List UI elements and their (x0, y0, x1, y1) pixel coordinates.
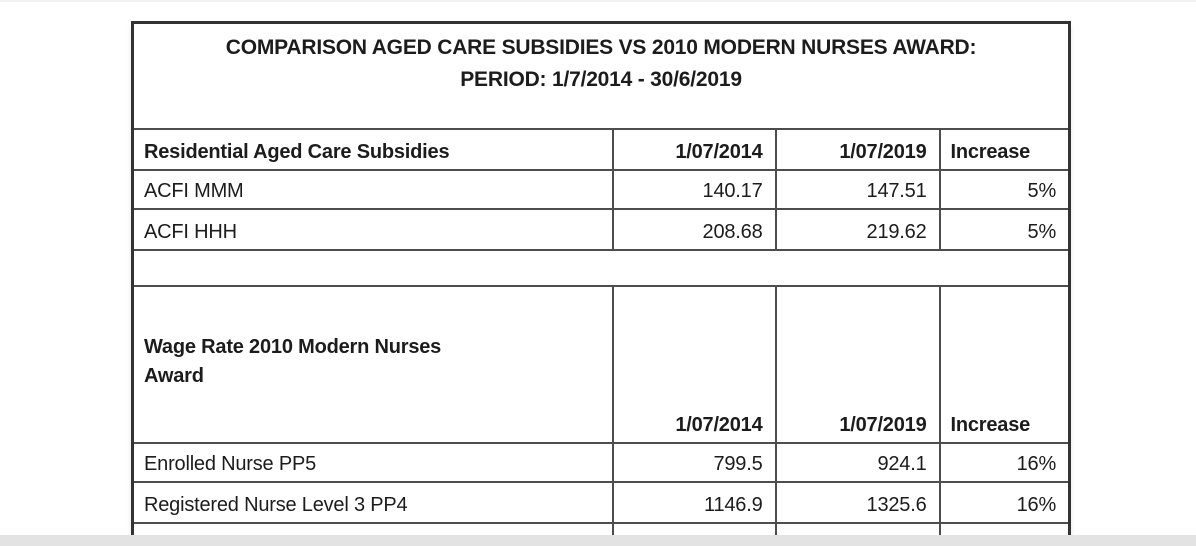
table-row-acfi-mmm: ACFI MMM 140.17 147.51 5% (131, 168, 1071, 210)
section2-header-2019: 1/07/2019 (774, 284, 941, 444)
table-row-registered-nurse-l3-pp4: Registered Nurse Level 3 PP4 1146.9 1325… (131, 480, 1071, 524)
row-increase: 16% (938, 480, 1071, 524)
row-label: ACFI MMM (131, 168, 614, 210)
row-label: Enrolled Nurse PP5 (131, 441, 614, 483)
section-spacer-cell (131, 248, 1071, 287)
section2-header-row: Wage Rate 2010 Modern Nurses Award 1/07/… (131, 284, 1071, 444)
row-increase: 16% (938, 441, 1071, 483)
section1-header-label: Residential Aged Care Subsidies (131, 127, 614, 171)
row-value-2014: 799.5 (611, 441, 777, 483)
table-title-line2: PERIOD: 1/7/2014 - 30/6/2019 (460, 67, 742, 91)
section2-header-increase: Increase (938, 284, 1071, 444)
comparison-table: COMPARISON AGED CARE SUBSIDIES VS 2010 M… (131, 21, 1072, 546)
section1-header-row: Residential Aged Care Subsidies 1/07/201… (131, 127, 1071, 171)
section1-header-increase: Increase (938, 127, 1071, 171)
row-value-2019: 924.1 (774, 441, 941, 483)
row-value-2014: 1146.9 (611, 480, 777, 524)
table-title-line1: COMPARISON AGED CARE SUBSIDIES VS 2010 M… (225, 36, 977, 59)
row-label: Registered Nurse Level 3 PP4 (131, 480, 614, 524)
row-increase: 5% (938, 207, 1071, 251)
row-value-2019: 147.51 (774, 168, 941, 210)
section2-header-label: Wage Rate 2010 Modern Nurses Award (131, 284, 614, 444)
comparison-table-container: COMPARISON AGED CARE SUBSIDIES VS 2010 M… (131, 21, 1072, 546)
section2-header-label-text: Wage Rate 2010 Modern Nurses Award (144, 335, 446, 387)
row-value-2014: 208.68 (611, 207, 777, 251)
row-value-2019: 1325.6 (774, 480, 941, 524)
table-title-cell: COMPARISON AGED CARE SUBSIDIES VS 2010 M… (131, 21, 1071, 130)
section-spacer-row (131, 248, 1071, 287)
table-title-row: COMPARISON AGED CARE SUBSIDIES VS 2010 M… (131, 21, 1071, 130)
page-top-edge (0, 0, 1196, 2)
table-row-enrolled-nurse-pp5: Enrolled Nurse PP5 799.5 924.1 16% (131, 441, 1071, 483)
row-value-2014: 140.17 (611, 168, 777, 210)
table-row-acfi-hhh: ACFI HHH 208.68 219.62 5% (131, 207, 1071, 251)
section1-header-2014: 1/07/2014 (611, 127, 777, 171)
page-bottom-edge-strip (0, 535, 1196, 546)
row-label: ACFI HHH (131, 207, 614, 251)
section1-header-2019: 1/07/2019 (774, 127, 941, 171)
row-increase: 5% (938, 168, 1071, 210)
section2-header-2014: 1/07/2014 (611, 284, 777, 444)
row-value-2019: 219.62 (774, 207, 941, 251)
